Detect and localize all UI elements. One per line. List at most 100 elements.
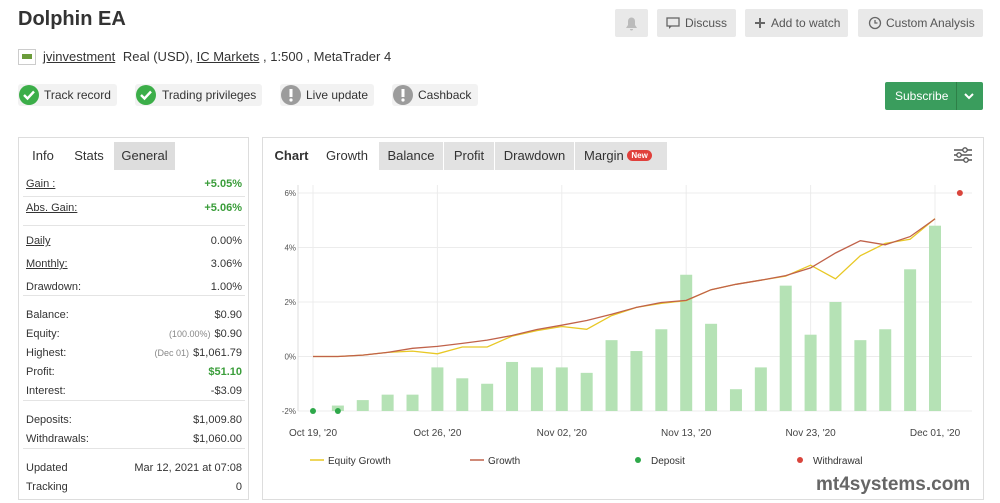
legend-label: Equity Growth — [328, 456, 391, 467]
stat-label: Updated — [26, 462, 68, 474]
stat-value: $0.90 — [214, 328, 242, 340]
dropdown-icon[interactable] — [963, 91, 975, 101]
separator — [23, 448, 245, 449]
stat-value-wrap: (100.00%) $0.90 — [169, 328, 242, 340]
bar — [904, 269, 917, 411]
tab[interactable]: Chart — [274, 148, 309, 163]
separator — [23, 225, 245, 226]
stat-row: Highest: (Dec 01) $1,061.79 — [26, 347, 242, 359]
separator — [23, 400, 245, 401]
stat-value: +5.06% — [204, 202, 242, 214]
broker-link[interactable]: IC Markets — [196, 49, 260, 64]
point — [334, 408, 341, 414]
tab[interactable]: Profit — [444, 142, 494, 170]
legend-label: Growth — [488, 456, 520, 467]
stat-value: 1.00% — [210, 281, 242, 293]
watch-button[interactable]: Add to watch — [745, 9, 848, 37]
user-link[interactable]: jvinvestment — [43, 49, 116, 64]
tab[interactable]: General — [114, 142, 175, 170]
bar — [555, 367, 568, 411]
stat-label: Highest: — [26, 347, 67, 359]
stat-label: Monthly: — [26, 258, 68, 270]
stat-row: Gain : +5.05% — [26, 178, 242, 190]
button-label: Custom Analysis — [886, 16, 975, 30]
point — [956, 190, 963, 196]
line — [313, 218, 936, 358]
stat-row: Drawdown: 1.00% — [26, 281, 242, 293]
chart: -2% 0% 2% 4% 6% Oct 19, '20 Oct 26, '20 Nov 02,… — [282, 185, 972, 467]
bar — [431, 367, 444, 411]
y-tick-label: 4% — [284, 244, 296, 253]
bar — [456, 378, 469, 411]
stat-label: Balance: — [26, 309, 69, 321]
tab[interactable]: Balance — [379, 142, 443, 170]
stat-value-wrap: 3.06% — [211, 258, 242, 270]
stat-label: Abs. Gain: — [26, 202, 78, 214]
analysis-button[interactable]: Custom Analysis — [858, 9, 983, 37]
button-label: Subscribe — [895, 89, 949, 103]
watermark: mt4systems.com — [816, 474, 971, 495]
stat-label: Withdrawals: — [26, 433, 89, 445]
stat-value: $1,060.00 — [193, 433, 242, 445]
badge: Live update — [280, 84, 374, 106]
x-tick-label: Nov 13, '20 — [661, 428, 712, 439]
discuss-button[interactable]: Discuss — [657, 9, 736, 37]
button-label: Add to watch — [771, 16, 841, 30]
stat-label: Gain : — [26, 178, 56, 190]
check-icon — [19, 85, 39, 105]
alert-button[interactable] — [615, 9, 648, 37]
stat-value-wrap: (Dec 01) $1,061.79 — [155, 347, 242, 359]
x-tick-label: Nov 02, '20 — [537, 428, 588, 439]
legend-swatch — [797, 457, 803, 463]
bar — [879, 329, 892, 411]
bar — [804, 334, 817, 411]
stat-row: Abs. Gain: +5.06% — [26, 202, 242, 214]
stat-note: (100.00%) — [168, 329, 211, 339]
stat-label: Tracking — [26, 481, 68, 493]
stat-label: Daily — [26, 235, 51, 247]
line — [313, 218, 936, 358]
bell-icon — [626, 17, 637, 31]
bar — [705, 323, 718, 411]
tab[interactable]: Stats — [74, 148, 104, 163]
warning-icon — [281, 85, 301, 105]
bar — [356, 400, 369, 411]
stat-row: Updated Mar 12, 2021 at 07:08 — [26, 462, 242, 474]
x-tick-label: Oct 26, '20 — [413, 428, 461, 439]
tab[interactable]: Growth — [316, 142, 378, 170]
stat-value-wrap: +5.05% — [204, 178, 242, 190]
settings-icon[interactable] — [952, 145, 974, 165]
legend-swatch — [635, 457, 641, 463]
stat-label: Deposits: — [26, 414, 72, 426]
stat-value: $1,009.80 — [193, 414, 242, 426]
y-tick-label: 0% — [284, 353, 296, 362]
divider — [956, 82, 957, 110]
stat-value-wrap: +5.06% — [204, 202, 242, 214]
stat-value-wrap: 1.00% — [211, 281, 242, 293]
stat-label: Drawdown: — [26, 281, 82, 293]
bar — [854, 340, 867, 411]
y-tick-label: 6% — [284, 189, 296, 198]
bar — [506, 361, 519, 411]
stat-row: Monthly: 3.06% — [26, 258, 242, 270]
tab[interactable]: Margin New — [575, 142, 667, 170]
tab[interactable]: Drawdown — [495, 142, 574, 170]
tab[interactable]: Info — [32, 148, 54, 163]
point — [310, 408, 316, 414]
stat-value: $0.90 — [214, 309, 242, 321]
x-tick-label: Dec 01, '20 — [910, 428, 961, 439]
bar — [381, 394, 394, 411]
stat-row: Daily 0.00% — [26, 235, 242, 247]
badge-label: Live update — [306, 88, 369, 102]
y-tick-label: -2% — [282, 407, 296, 416]
stat-value: +5.05% — [204, 178, 242, 190]
stat-row: Withdrawals: $1,060.00 — [26, 433, 242, 445]
y-tick-label: 2% — [284, 298, 296, 307]
subscribe-button[interactable]: Subscribe — [885, 82, 983, 110]
stat-label: Profit: — [26, 366, 55, 378]
stat-label: Equity: — [26, 328, 60, 340]
bar — [481, 383, 494, 411]
stat-label: Interest: — [26, 385, 66, 397]
stat-value-wrap: Mar 12, 2021 at 07:08 — [134, 462, 242, 474]
clock-icon — [868, 16, 882, 30]
